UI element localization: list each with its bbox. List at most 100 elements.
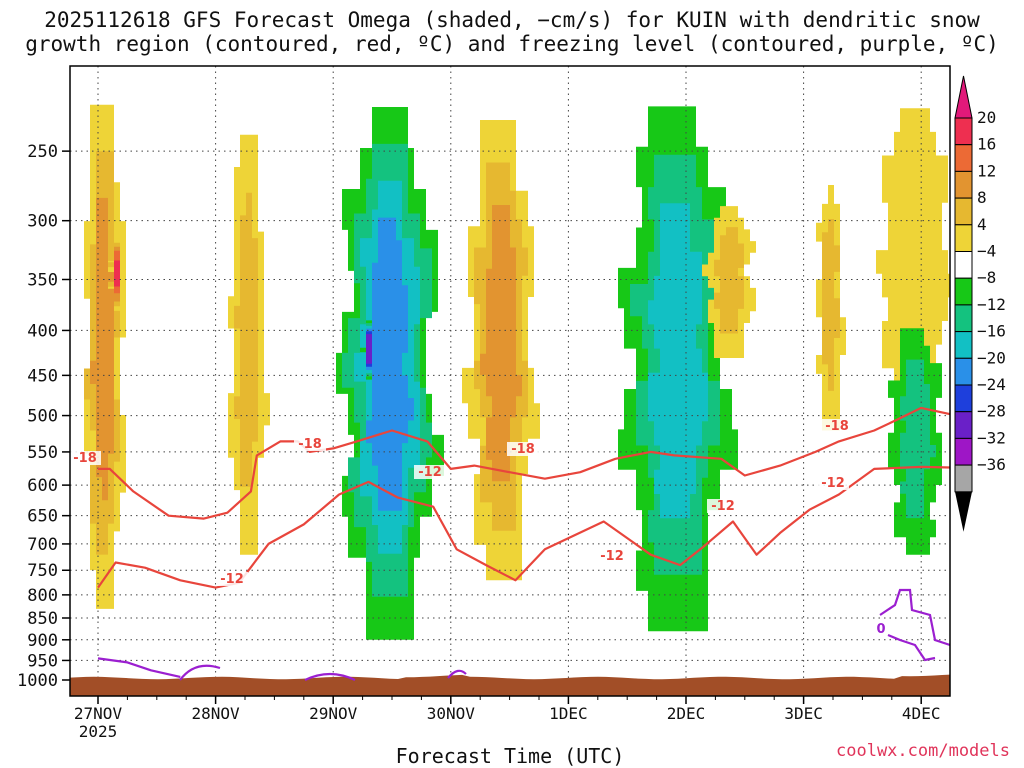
ytick-label-900: 900 (27, 631, 58, 651)
dgz-contour-label-3: -18 (825, 419, 849, 434)
freezing-loop-1 (179, 664, 221, 681)
omega-band-7-1 (714, 218, 744, 342)
colorbar-label-4: 4 (977, 215, 987, 234)
colorbar-segment-13 (954, 464, 973, 493)
omega-shading (84, 66, 950, 681)
ytick-label-500: 500 (27, 407, 58, 427)
contour-label-bg-3 (821, 419, 853, 433)
xtick-label-30NOV: 30NOV (427, 704, 476, 723)
colorbar-label-7: −12 (977, 295, 1006, 314)
xtick-sublabel-year: 2025 (79, 722, 118, 741)
colorbar-label-10: −24 (977, 375, 1006, 394)
colorbar-label-9: −20 (977, 348, 1006, 367)
colorbar-label-12: −32 (977, 428, 1006, 447)
colorbar-label-2: 12 (977, 161, 996, 180)
dgz-contour-label-0: -18 (73, 451, 97, 466)
ytick-label-400: 400 (27, 321, 58, 341)
xtick-label-28NOV: 28NOV (192, 704, 241, 723)
colorbar-segment-1 (954, 144, 973, 172)
xtick-label-3DEC: 3DEC (784, 704, 823, 723)
omega-band-6-2 (648, 179, 708, 543)
colorbar-segment-6 (954, 277, 973, 306)
ytick-label-850: 850 (27, 609, 58, 629)
colorbar-top-arrow (954, 75, 973, 119)
ytick-label-300: 300 (27, 212, 58, 232)
contour-label-bg-2 (507, 442, 539, 456)
colorbar-segment-11 (954, 411, 973, 439)
site-credit[interactable]: coolwx.com/models (836, 741, 1010, 761)
contour-label-bg-4 (216, 572, 248, 586)
ytick-label-1000: 1000 (17, 671, 58, 691)
contour-label-bg-5 (414, 465, 446, 479)
xtick-label-29NOV: 29NOV (309, 704, 358, 723)
omega-band-9-0 (876, 84, 950, 440)
contour-line-2 (97, 657, 181, 678)
dgz-contour-label-4: -12 (220, 572, 244, 587)
xtick-label-4DEC: 4DEC (902, 704, 941, 723)
contour-line-0 (98, 406, 950, 520)
dgz-contour-label-5: -12 (418, 465, 442, 480)
ytick-label-700: 700 (27, 535, 58, 555)
x-axis-label: Forecast Time (UTC) (395, 744, 625, 768)
colorbar-label-5: −4 (977, 242, 996, 261)
contour-label-bg-7 (707, 499, 739, 513)
dgz-contour-label-1: -18 (298, 437, 322, 452)
contour-label-bg-6 (596, 549, 628, 563)
contour-labels: -18 -18 -18 -18 -12 -12 -12 -12 -12 0 (69, 419, 886, 637)
ytick-label-550: 550 (27, 443, 58, 463)
ytick-label-450: 450 (27, 366, 58, 386)
contour-label-bg-8 (817, 476, 849, 490)
terrain-ground (70, 674, 950, 696)
colorbar-label-1: 16 (977, 135, 996, 154)
chart-title-line-2: growth region (contoured, red, ºC) and f… (25, 32, 999, 56)
colorbar: 20 16 12 8 4 −4 −8 −12 −16 −20 −24 −28 −32 −36 (954, 75, 1006, 532)
ytick-label-750: 750 (27, 561, 58, 581)
freezing-contour-label-0: 0 (876, 622, 885, 637)
dgz-contour-label-2: -18 (511, 442, 535, 457)
xtick-label-2DEC: 2DEC (667, 704, 706, 723)
colorbar-label-13: −36 (977, 455, 1006, 474)
freezing-loop-2 (304, 672, 356, 681)
colorbar-segment-3 (954, 197, 973, 226)
colorbar-segment-9 (954, 357, 973, 386)
colorbar-label-0: 20 (977, 108, 996, 127)
omega-band-1-4 (114, 251, 120, 296)
omega-band-5-2 (480, 183, 522, 503)
omega-band-4-5 (366, 331, 372, 366)
contour-label-bg-1 (294, 437, 326, 451)
colorbar-label-8: −16 (977, 322, 1006, 341)
omega-band-8-1 (822, 205, 840, 405)
dgz-contour-label-6: -12 (600, 549, 624, 564)
colorbar-label-6: −8 (977, 268, 996, 287)
contour-label-bg-0 (69, 451, 101, 465)
freezing-line-east (879, 588, 950, 647)
ytick-label-950: 950 (27, 651, 58, 671)
chart-title-line-1: 2025112618 GFS Forecast Omega (shaded, −… (44, 8, 980, 32)
omega-band-10-1 (900, 347, 936, 531)
colorbar-segment-2 (954, 170, 973, 199)
colorbar-segment-0 (954, 117, 973, 146)
colorbar-label-3: 8 (977, 188, 987, 207)
y-axis-ticks: 2503003504004505005506006507007508008509… (17, 142, 70, 691)
dgz-contour-label-7: -12 (711, 499, 735, 514)
dgz-contour-label-8: -12 (821, 476, 845, 491)
ytick-label-350: 350 (27, 270, 58, 290)
ground-fill (70, 674, 950, 696)
colorbar-label-11: −28 (977, 402, 1006, 421)
xtick-label-1DEC: 1DEC (549, 704, 588, 723)
ytick-label-250: 250 (27, 142, 58, 162)
ytick-label-650: 650 (27, 507, 58, 527)
colorbar-segment-12 (954, 437, 973, 466)
colorbar-segment-7 (954, 304, 973, 333)
omega-band-2-1 (234, 170, 258, 510)
colorbar-segment-8 (954, 331, 973, 359)
freezing-loop-3 (447, 669, 467, 679)
freezing-line-east-2 (887, 633, 936, 662)
colorbar-segment-10 (954, 384, 973, 413)
colorbar-bottom-arrow (955, 491, 972, 532)
ytick-label-600: 600 (27, 476, 58, 496)
colorbar-segment-5 (954, 251, 973, 279)
colorbar-segment-4 (954, 224, 973, 253)
